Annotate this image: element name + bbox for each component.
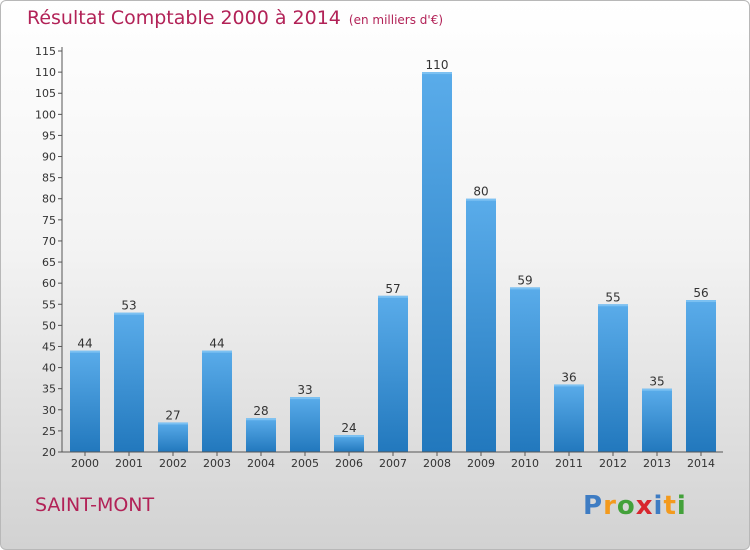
bar-value-label: 53 [121,299,136,313]
y-tick-label: 80 [42,193,56,206]
y-tick-label: 75 [42,214,56,227]
bar [114,312,144,452]
logo-letter: t [663,491,677,521]
bar-value-label: 44 [77,337,92,351]
bar-value-label: 28 [253,404,268,418]
bar-highlight [290,397,320,400]
x-tick-label: 2010 [511,457,539,470]
x-tick-label: 2005 [291,457,319,470]
bar-highlight [422,72,452,75]
bar [202,350,232,452]
bar-value-label: 55 [605,290,620,304]
y-tick-label: 90 [42,151,56,164]
y-tick-label: 70 [42,235,56,248]
x-tick-label: 2000 [71,457,99,470]
bar [334,435,364,452]
y-tick-label: 110 [35,66,56,79]
bar-highlight [202,350,232,353]
commune-name: SAINT-MONT [35,494,155,516]
bar-value-label: 80 [473,185,488,199]
bar-value-label: 24 [341,421,356,435]
bar-highlight [334,435,364,438]
bar [466,198,496,452]
bar [70,350,100,452]
bar-highlight [510,287,540,290]
bar-value-label: 44 [209,337,224,351]
y-tick-label: 45 [42,340,56,353]
y-tick-label: 115 [35,45,56,58]
bar-highlight [466,198,496,201]
bar-highlight [70,350,100,353]
x-tick-label: 2008 [423,457,451,470]
y-tick-label: 60 [42,277,56,290]
chart-title: Résultat Comptable 2000 à 2014 (en millie… [27,7,443,29]
bar-value-label: 59 [517,273,532,287]
bar-highlight [246,418,276,421]
bar [554,384,584,452]
y-tick-label: 95 [42,129,56,142]
y-tick-label: 35 [42,383,56,396]
x-tick-label: 2002 [159,457,187,470]
bar-highlight [554,384,584,387]
x-tick-label: 2006 [335,457,363,470]
proxiti-logo[interactable]: Proxiti [583,491,687,521]
x-tick-label: 2009 [467,457,495,470]
bar-value-label: 56 [693,286,708,300]
bar [686,300,716,452]
bars: 44 53 27 44 28 33 24 57 110 80 59 36 55 35 56 [70,58,716,453]
x-tick-label: 2001 [115,457,143,470]
bar-highlight [642,388,672,391]
x-tick-label: 2003 [203,457,231,470]
bar-value-label: 35 [649,375,664,389]
bar-value-label: 33 [297,383,312,397]
chart-title-text: Résultat Comptable 2000 à 2014 [27,7,341,29]
y-tick-label: 65 [42,256,56,269]
bar-highlight [158,422,188,425]
logo-letter: r [603,491,617,521]
y-tick-label: 100 [35,108,56,121]
logo-letter: i [676,491,687,521]
bar [378,295,408,452]
bar-highlight [378,295,408,298]
bar [642,388,672,452]
x-tick-label: 2007 [379,457,407,470]
y-tick-label: 105 [35,87,56,100]
bar [158,422,188,452]
y-tick-label: 55 [42,298,56,311]
bar [290,397,320,452]
chart-subtitle: (en milliers d'€) [348,13,444,27]
bar-value-label: 110 [426,58,449,72]
logo-letter: P [583,491,604,521]
x-axis: 2000 2001 2002 2003 2004 2005 2006 2007 2008 2009… [62,451,723,470]
logo-letter: x [635,491,654,521]
x-tick-label: 2012 [599,457,627,470]
bar [598,304,628,452]
x-tick-label: 2014 [687,457,715,470]
bar [246,418,276,452]
bar [422,72,452,453]
logo-letter: o [616,491,636,521]
bar-value-label: 27 [165,408,180,422]
bar-highlight [686,300,716,303]
x-tick-label: 2013 [643,457,671,470]
y-tick-label: 30 [42,404,56,417]
x-tick-label: 2004 [247,457,275,470]
y-tick-label: 50 [42,319,56,332]
bar-value-label: 57 [385,282,400,296]
y-tick-label: 25 [42,425,56,438]
bar-highlight [114,312,144,315]
bar-value-label: 36 [561,370,576,384]
y-tick-label: 20 [42,446,56,459]
bar [510,287,540,452]
logo-letter: i [653,491,664,521]
y-axis: 20 25 30 35 40 45 50 55 60 65 70 75 80 85 90 95 100 105 11… [35,45,63,459]
bar-highlight [598,304,628,307]
x-tick-label: 2011 [555,457,583,470]
y-tick-label: 40 [42,362,56,375]
y-tick-label: 85 [42,172,56,185]
